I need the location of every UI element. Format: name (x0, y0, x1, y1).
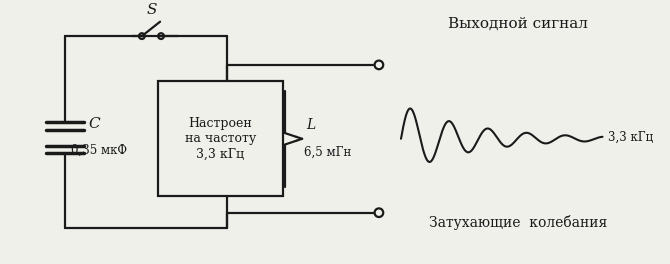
Text: 3,3 кГц: 3,3 кГц (608, 130, 653, 143)
Text: S: S (146, 3, 157, 17)
Circle shape (375, 60, 383, 69)
Text: Выходной сигнал: Выходной сигнал (448, 17, 588, 31)
Bar (158, 81, 283, 196)
Text: 6,5 мГн: 6,5 мГн (304, 146, 352, 159)
Text: L: L (306, 118, 315, 132)
Text: 0,35 мкФ: 0,35 мкФ (71, 144, 127, 157)
Text: Затухающие  колебания: Затухающие колебания (429, 215, 607, 230)
Text: Настроен: Настроен (189, 117, 253, 130)
Text: C: C (88, 117, 100, 131)
Text: 3,3 кГц: 3,3 кГц (196, 148, 245, 161)
Text: на частоту: на частоту (185, 132, 256, 145)
Circle shape (375, 208, 383, 217)
